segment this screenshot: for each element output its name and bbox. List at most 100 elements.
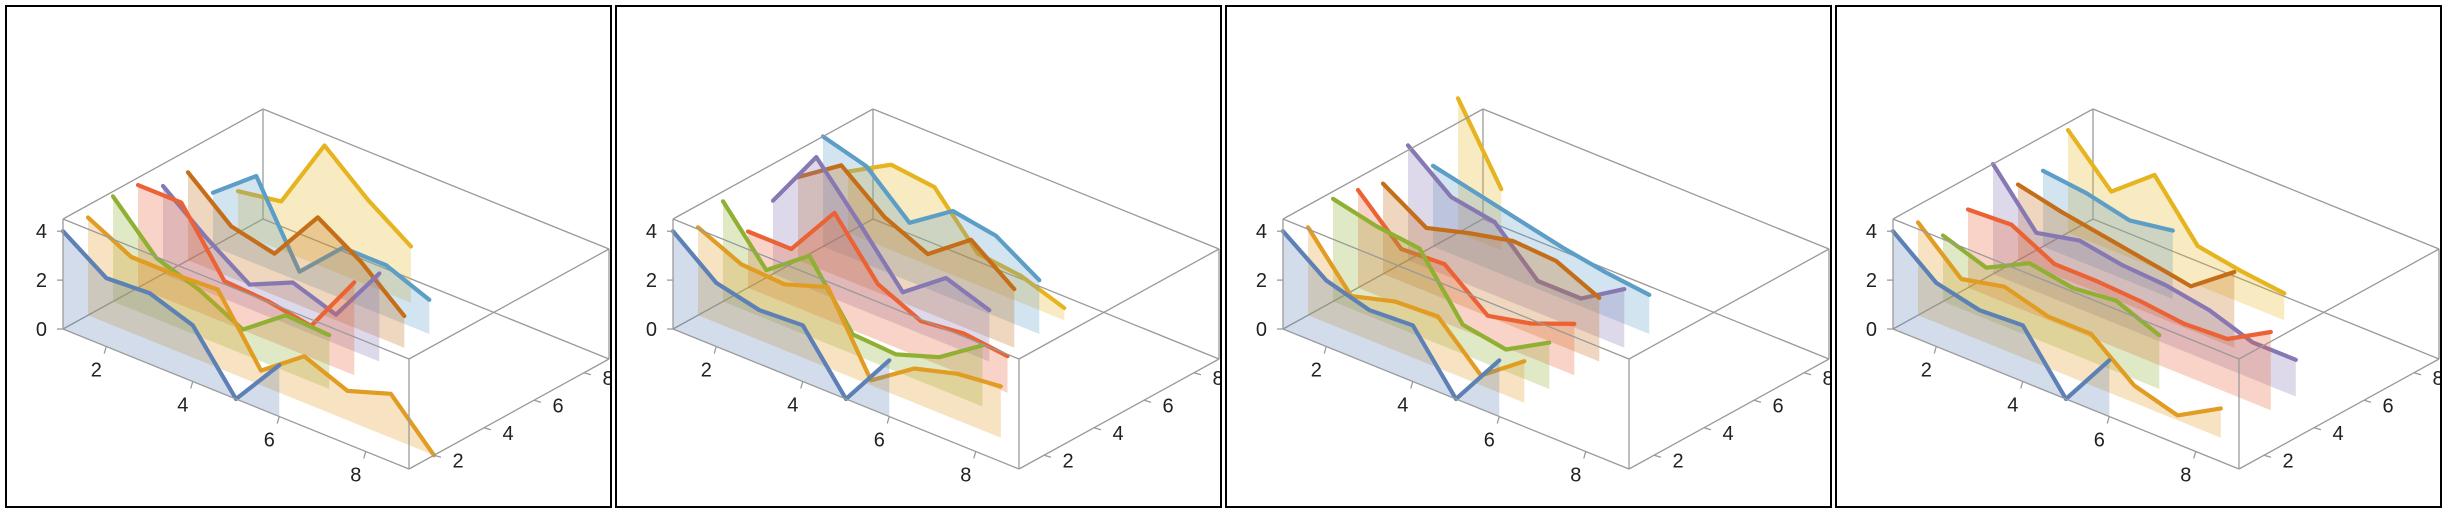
y-tick-label: 6: [552, 395, 563, 417]
y-tick-mark: [1093, 427, 1102, 431]
box-edge-5: [672, 218, 1020, 360]
series-line-3: [1330, 196, 1552, 352]
box-edge-0: [672, 328, 1020, 470]
chart-panel-1: 2 4 6 8 2 4 6 8 0 2 4: [5, 5, 612, 508]
series-fill-6: [1408, 145, 1625, 348]
series-fill-3: [113, 196, 330, 389]
x-tick-mark: [1323, 346, 1327, 354]
box-edge-1: [408, 358, 610, 470]
y-tick-label: 2: [452, 450, 463, 472]
y-tick-label: 2: [2282, 450, 2293, 472]
z-tick-label: 2: [36, 270, 47, 292]
series-5: [770, 155, 992, 362]
x-tick-label: 6: [874, 430, 885, 452]
box-edge-8: [672, 108, 874, 220]
series-3: [110, 194, 332, 389]
series-line-6: [795, 163, 1017, 292]
series-line-3: [720, 199, 985, 360]
series-1: [60, 229, 282, 417]
x-tick-label: 8: [1570, 465, 1581, 487]
series-line-5: [160, 183, 382, 317]
box-edge-7: [262, 108, 610, 250]
series-2: [85, 215, 437, 458]
x-tick-mark: [800, 381, 804, 389]
y-tick-mark: [2413, 372, 2422, 376]
series-1: [1890, 229, 2112, 417]
series-6: [1405, 143, 1627, 348]
series-1: [670, 229, 892, 417]
z-tick-label: 0: [646, 319, 657, 341]
x-tick-mark: [1496, 416, 1500, 424]
box-edge-0: [1892, 328, 2240, 470]
x-tick-mark: [2020, 381, 2024, 389]
series-fill-4: [138, 185, 355, 376]
box-back-edges: [62, 109, 610, 360]
chart-panel-3: 2 4 6 8 2 4 6 8 0 2 4: [1225, 5, 1832, 508]
box-back-edges: [1282, 109, 1830, 360]
x-tick-mark: [190, 381, 194, 389]
series-fill-2: [1918, 222, 2221, 438]
x-tick-mark: [363, 451, 367, 459]
y-tick-mark: [533, 399, 542, 403]
box-edge-back-1: [672, 218, 874, 330]
chart-3d-3: 2 4 6 8 2 4 6 8 0 2 4: [1256, 96, 1830, 487]
box-edge-back-2: [2092, 218, 2440, 360]
series-7: [2040, 168, 2175, 299]
box-edge-6: [1628, 248, 1830, 360]
x-tick-mark: [1410, 381, 1414, 389]
series-line-1: [60, 229, 282, 402]
series-fill-3: [723, 201, 983, 407]
box-edge-back-2: [262, 218, 610, 360]
box-edge-1: [2238, 358, 2440, 470]
z-tick-label: 2: [646, 270, 657, 292]
series-line-6: [1405, 143, 1627, 301]
series-fill-1: [673, 231, 890, 417]
series-5: [160, 183, 382, 362]
series-line-1: [670, 229, 892, 402]
box-edge-7: [1482, 108, 1830, 250]
series-line-4: [745, 210, 1010, 359]
series-line-4: [135, 183, 357, 329]
series-line-6: [2015, 182, 2237, 289]
z-tick-label: 0: [36, 319, 47, 341]
box-edge-back-2: [1482, 218, 1830, 360]
y-tick-label: 4: [1722, 423, 1733, 445]
series-fill-5: [1383, 183, 1600, 362]
series-fill-1: [1893, 231, 2110, 417]
box-edge-back-1: [1282, 218, 1484, 330]
series-fill-7: [823, 136, 1040, 334]
y-tick-mark: [483, 427, 492, 431]
box-edge-0: [62, 328, 410, 470]
box-edge-0: [1282, 328, 1630, 470]
x-tick-label: 2: [1921, 360, 1932, 382]
z-tick-label: 0: [1256, 319, 1267, 341]
series-fill-3: [1333, 198, 1550, 389]
series-4: [1355, 187, 1577, 376]
x-tick-mark: [713, 346, 717, 354]
series-3: [720, 199, 985, 407]
series-line-2: [85, 215, 437, 458]
box-edge-8: [62, 108, 264, 220]
series-7: [210, 173, 432, 334]
series-fill-1: [63, 231, 280, 417]
box-edge-5: [1892, 218, 2240, 360]
y-tick-mark: [1753, 399, 1762, 403]
y-tick-mark: [2263, 454, 2272, 458]
box-edge-back-1: [62, 218, 264, 330]
x-tick-mark: [103, 346, 107, 354]
x-tick-mark: [973, 451, 977, 459]
box-edge-7: [872, 108, 1220, 250]
y-tick-label: 4: [502, 423, 513, 445]
series-line-3: [1940, 233, 2162, 338]
y-tick-label: 8: [1212, 368, 1220, 390]
x-tick-label: 8: [2180, 465, 2191, 487]
series-4: [135, 183, 357, 376]
y-tick-mark: [2363, 399, 2372, 403]
series-7: [820, 134, 1042, 334]
x-tick-label: 2: [1311, 360, 1322, 382]
x-tick-mark: [886, 416, 890, 424]
series-line-7: [820, 134, 1042, 283]
chart-panel-2: 2 4 6 8 2 4 6 8 0 2 4: [615, 5, 1222, 508]
series-fill-2: [88, 217, 434, 456]
